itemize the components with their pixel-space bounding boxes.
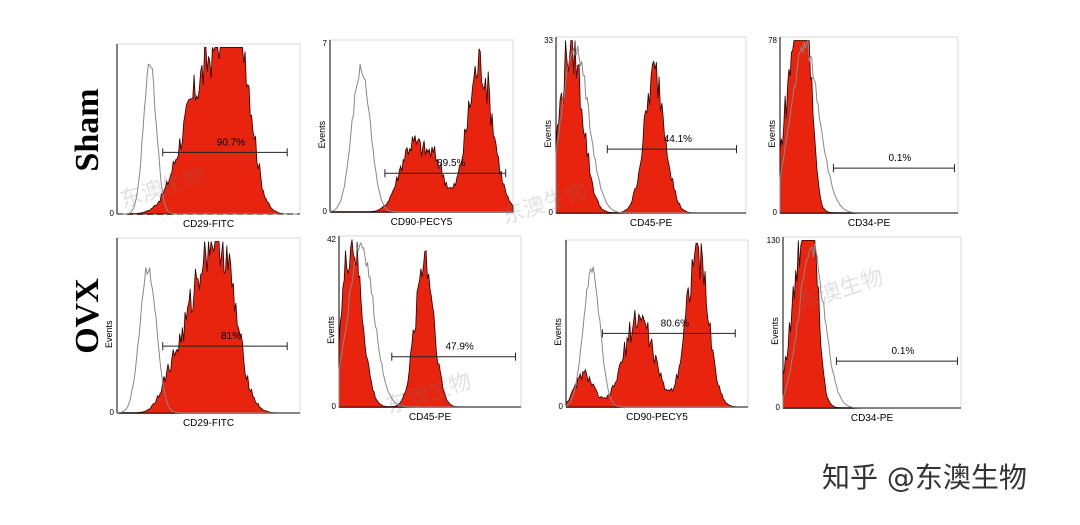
control-histogram bbox=[329, 64, 513, 213]
y-axis-label: Events bbox=[543, 120, 553, 148]
control-histogram bbox=[117, 63, 300, 215]
control-histogram bbox=[338, 242, 521, 408]
y-axis-label: Events bbox=[553, 318, 563, 346]
x-axis-label: CD45-PE bbox=[630, 218, 673, 229]
y-max-tick-label: 42 bbox=[327, 235, 336, 244]
y-zero-tick-label: 0 bbox=[110, 209, 115, 218]
y-zero-tick-label: 0 bbox=[773, 208, 778, 217]
gate-percentage-label: 0.1% bbox=[892, 346, 915, 357]
row-label-ovx: OVX bbox=[69, 278, 106, 354]
y-zero-tick-label: 0 bbox=[776, 403, 781, 412]
x-axis-label: CD45-PE bbox=[409, 412, 452, 423]
y-max-tick-label: 78 bbox=[768, 36, 777, 45]
control-histogram bbox=[565, 266, 748, 408]
sample-histogram bbox=[565, 242, 748, 408]
x-axis-label: CD90-PECY5 bbox=[626, 412, 688, 423]
y-axis-label: Events bbox=[770, 317, 780, 345]
gate-percentage-label: 47.9% bbox=[445, 342, 473, 353]
y-zero-tick-label: 0 bbox=[110, 408, 115, 417]
y-zero-tick-label: 0 bbox=[559, 402, 564, 411]
y-axis-label: Events bbox=[326, 316, 336, 344]
y-max-tick-label: 7 bbox=[323, 39, 328, 48]
y-zero-tick-label: 0 bbox=[323, 207, 328, 216]
control-histogram bbox=[555, 45, 746, 214]
x-axis-label: CD34-PE bbox=[851, 413, 894, 424]
x-axis-label: CD29-FITC bbox=[183, 219, 234, 230]
y-axis-label: Events bbox=[317, 120, 327, 148]
y-max-tick-label: 33 bbox=[544, 36, 553, 45]
row-label-sham: Sham bbox=[69, 88, 106, 172]
x-axis-label: CD90-PECY5 bbox=[391, 217, 453, 228]
gate-percentage-label: 44.1% bbox=[664, 134, 692, 145]
sample-histogram bbox=[330, 48, 514, 213]
x-axis-label: CD29-FITC bbox=[183, 418, 234, 429]
gate-percentage-label: 0.1% bbox=[889, 153, 912, 164]
gate-percentage-label: 90.7% bbox=[217, 137, 245, 148]
y-axis-label: Events bbox=[767, 120, 777, 148]
gate-percentage-label: 80.6% bbox=[661, 318, 689, 329]
sample-histogram bbox=[117, 241, 300, 414]
gate-percentage-label: 81% bbox=[221, 331, 241, 342]
brand-watermark: 知乎 @东澳生物 bbox=[822, 461, 1027, 494]
y-max-tick-label: 130 bbox=[767, 236, 781, 245]
control-histogram bbox=[116, 267, 300, 414]
gate-percentage-label: 89.5% bbox=[437, 158, 465, 169]
y-axis-label: Events bbox=[104, 320, 114, 348]
sample-histogram bbox=[117, 47, 300, 215]
control-histogram bbox=[779, 40, 958, 214]
y-zero-tick-label: 0 bbox=[549, 208, 554, 217]
control-histogram bbox=[782, 243, 961, 409]
x-axis-label: CD34-PE bbox=[848, 218, 891, 229]
y-zero-tick-label: 0 bbox=[332, 402, 337, 411]
